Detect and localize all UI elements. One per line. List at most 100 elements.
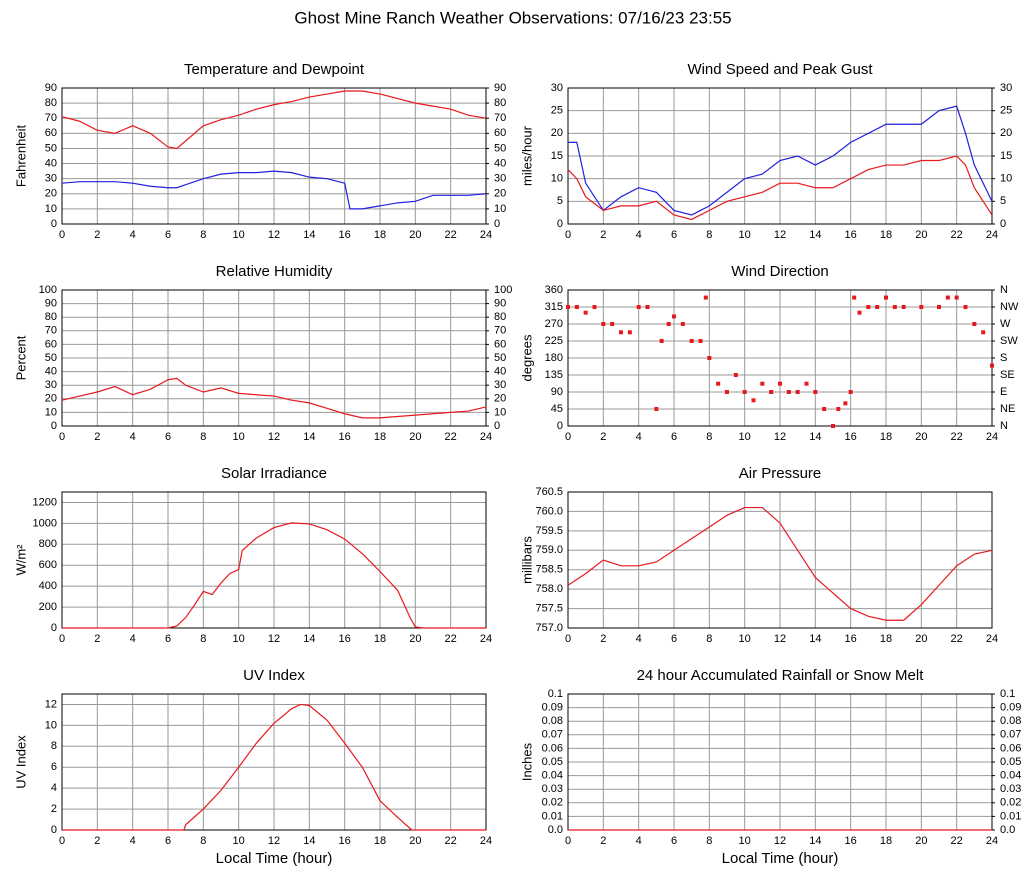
y-tick-label: 0.04	[542, 770, 563, 782]
x-tick-label: 10	[233, 835, 245, 847]
chart-title: Solar Irradiance	[221, 465, 327, 482]
x-tick-label: 22	[445, 835, 457, 847]
x-tick-label: 8	[200, 431, 206, 443]
y2-tick-label: 80	[494, 97, 506, 109]
y2-tick-label: 70	[494, 112, 506, 124]
y2-tick-label: N	[1000, 420, 1008, 432]
y-tick-label: 135	[545, 369, 563, 381]
x-tick-label: 20	[915, 835, 927, 847]
y-tick-label: 270	[545, 318, 563, 330]
x-tick-label: 8	[706, 633, 712, 645]
x-tick-label: 6	[671, 835, 677, 847]
y-tick-label: 40	[45, 366, 57, 378]
y2-tick-label: 0.01	[1000, 810, 1021, 822]
wind-direction-point	[866, 305, 871, 309]
series-line	[61, 377, 487, 419]
plot-frame	[61, 693, 487, 831]
x-tick-label: 22	[445, 229, 457, 241]
wind-direction-point	[716, 381, 721, 386]
y-tick-label: 4	[51, 782, 57, 794]
x-tick-label: 12	[774, 229, 786, 241]
y2-tick-label: 0.07	[1000, 729, 1021, 741]
y2-tick-label: 70	[494, 325, 506, 337]
y-tick-label: 0.02	[542, 797, 563, 809]
y2-tick-label: NW	[1000, 301, 1019, 313]
wind-direction-point	[822, 407, 827, 411]
y2-tick-label: 90	[494, 298, 506, 310]
wind-direction-point	[666, 322, 671, 326]
y2-tick-label: 0.02	[1000, 797, 1021, 809]
wind-direction-point	[698, 339, 703, 343]
y-tick-label: 757.5	[535, 602, 563, 614]
x-tick-label: 14	[303, 431, 315, 443]
y-axis-label: UV Index	[13, 735, 28, 789]
x-tick-label: 4	[130, 835, 136, 847]
wind-direction-point	[703, 295, 708, 300]
y-tick-label: 30	[45, 379, 57, 391]
x-axis-label: Local Time (hour)	[216, 850, 333, 867]
y2-tick-label: 30	[494, 173, 506, 185]
x-tick-label: 10	[233, 431, 245, 443]
y2-tick-label: 0	[494, 420, 500, 432]
plot-frame	[61, 491, 487, 629]
x-tick-label: 18	[880, 229, 892, 241]
x-tick-label: 24	[986, 229, 998, 241]
wind-direction-point	[645, 305, 650, 309]
x-tick-label: 12	[268, 431, 280, 443]
y2-tick-label: 40	[494, 157, 506, 169]
y-tick-label: 10	[45, 203, 57, 215]
y2-tick-label: N	[1000, 284, 1008, 296]
x-tick-label: 4	[130, 229, 136, 241]
wind-direction-point	[751, 398, 756, 403]
y-tick-label: 100	[39, 284, 57, 296]
x-tick-label: 6	[671, 229, 677, 241]
wind-direction-point	[954, 295, 959, 300]
x-tick-label: 16	[845, 633, 857, 645]
y-tick-label: 6	[51, 761, 57, 773]
x-tick-label: 2	[94, 229, 100, 241]
x-tick-label: 6	[165, 835, 171, 847]
wind-direction-point	[843, 401, 848, 406]
y2-tick-label: NE	[1000, 403, 1015, 415]
wind-direction-point	[619, 330, 623, 335]
x-tick-label: 24	[986, 835, 998, 847]
y-tick-label: 0.1	[548, 688, 563, 700]
x-tick-label: 8	[200, 229, 206, 241]
x-tick-label: 20	[409, 633, 421, 645]
y2-tick-label: 100	[494, 284, 512, 296]
x-tick-label: 8	[706, 229, 712, 241]
y2-tick-label: 60	[494, 338, 506, 350]
x-tick-label: 18	[374, 431, 386, 443]
y-tick-label: 0.07	[542, 729, 563, 741]
series-line	[61, 90, 487, 150]
y-axis-label: degrees	[519, 334, 534, 381]
x-tick-label: 22	[951, 431, 963, 443]
x-tick-label: 6	[165, 229, 171, 241]
y2-tick-label: 25	[1000, 105, 1012, 117]
x-tick-label: 20	[915, 431, 927, 443]
y2-tick-label: W	[1000, 318, 1011, 330]
x-tick-label: 18	[880, 431, 892, 443]
x-tick-label: 0	[565, 431, 571, 443]
y-axis-label: W/m²	[13, 544, 28, 576]
x-tick-label: 4	[130, 431, 136, 443]
y-tick-label: 5	[557, 195, 563, 207]
x-tick-label: 16	[845, 431, 857, 443]
x-tick-label: 16	[339, 431, 351, 443]
y-tick-label: 0.03	[542, 783, 563, 795]
series-line	[61, 170, 487, 210]
x-tick-label: 14	[809, 229, 821, 241]
y-tick-label: 0	[51, 420, 57, 432]
y-tick-label: 400	[39, 580, 57, 592]
wind-direction-point	[857, 310, 862, 315]
x-tick-label: 16	[339, 633, 351, 645]
x-tick-label: 14	[303, 229, 315, 241]
y2-tick-label: 60	[494, 127, 506, 139]
x-tick-label: 24	[480, 633, 492, 645]
y2-tick-label: 80	[494, 311, 506, 323]
x-tick-label: 14	[809, 431, 821, 443]
y2-tick-label: 0	[494, 218, 500, 230]
y-tick-label: 0.06	[542, 742, 563, 754]
y-tick-label: 0.09	[542, 702, 563, 714]
